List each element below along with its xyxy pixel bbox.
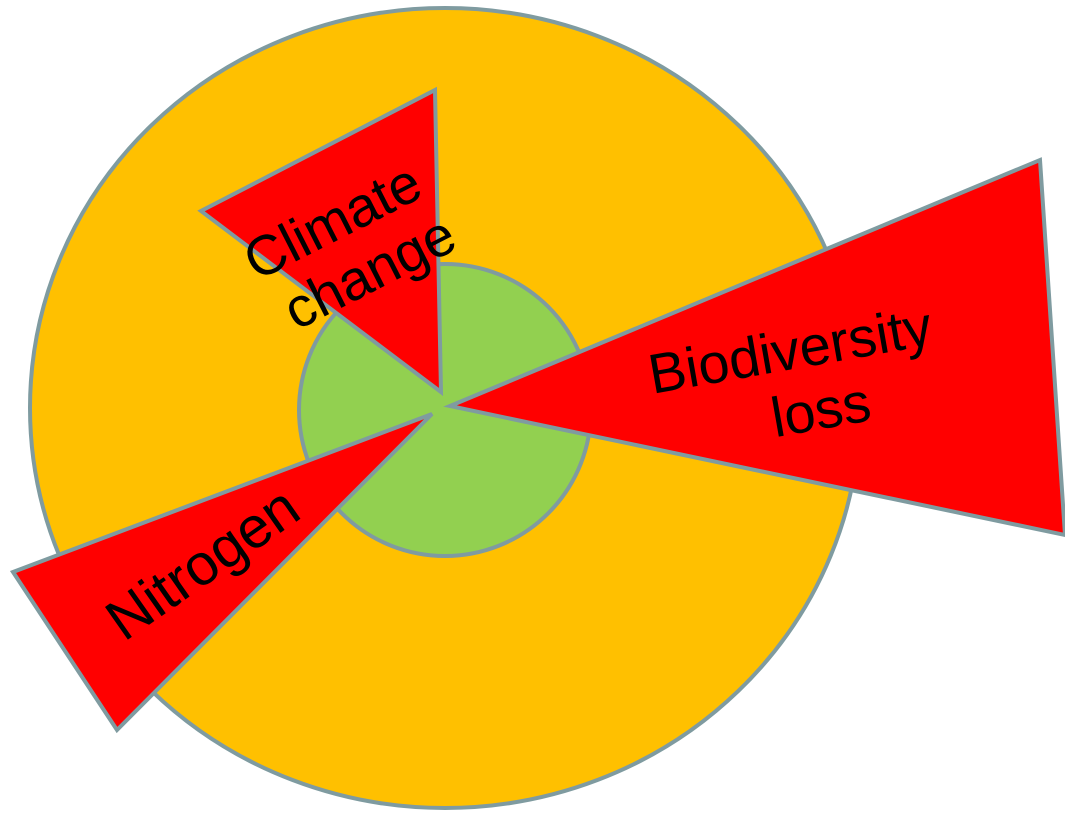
biodiversity-wedge bbox=[443, 157, 1065, 538]
nitrogen-wedge bbox=[9, 412, 434, 734]
climate-wedge bbox=[197, 86, 444, 397]
